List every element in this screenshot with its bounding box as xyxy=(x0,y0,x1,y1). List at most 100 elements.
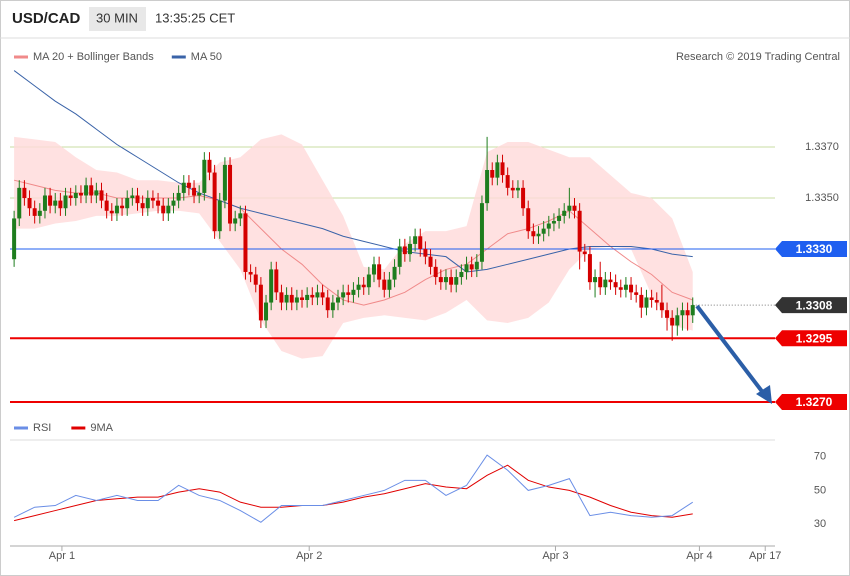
candle-body xyxy=(202,159,207,193)
candle-body xyxy=(336,297,341,303)
legend-label: RSI xyxy=(33,422,51,434)
candle-body xyxy=(346,292,351,295)
candle-body xyxy=(294,297,299,303)
level-label: 1.3270 xyxy=(796,395,833,409)
candle-body xyxy=(623,284,628,290)
candle-body xyxy=(305,294,310,300)
candle-body xyxy=(125,198,130,209)
candle-body xyxy=(407,243,412,255)
candle-body xyxy=(690,305,695,316)
candle-body xyxy=(500,162,505,176)
candle-body xyxy=(341,292,346,298)
candle-body xyxy=(587,254,592,283)
x-tick-label: Apr 17 xyxy=(749,550,781,562)
candle-body xyxy=(582,251,587,255)
candle-body xyxy=(459,271,464,278)
candle-body xyxy=(428,256,433,267)
candle-body xyxy=(454,277,459,285)
rsi-tick-label: 30 xyxy=(814,518,826,530)
candle-body xyxy=(469,264,474,270)
candle-body xyxy=(649,297,654,300)
candle-body xyxy=(135,195,140,204)
candle-body xyxy=(42,195,47,211)
candle-body xyxy=(567,205,572,211)
candle-body xyxy=(521,187,526,209)
y-tick-label: 1.3370 xyxy=(805,141,839,153)
level-label: 1.3295 xyxy=(796,331,833,345)
forecast-arrowhead xyxy=(756,385,772,404)
candle-body xyxy=(629,284,634,293)
candle-body xyxy=(613,282,618,288)
candle-body xyxy=(161,205,166,214)
candle-body xyxy=(32,208,37,216)
candle-body xyxy=(53,200,58,206)
attribution: Research © 2019 Trading Central xyxy=(676,51,840,63)
candle-body xyxy=(17,187,22,219)
candle-body xyxy=(526,208,531,232)
candle-body xyxy=(320,292,325,298)
candle-body xyxy=(315,292,320,298)
candle-body xyxy=(228,164,233,224)
candle-body xyxy=(156,200,161,206)
candle-body xyxy=(145,198,150,209)
candle-body xyxy=(78,192,83,196)
timeframe: 30 MIN xyxy=(96,10,138,25)
candle-body xyxy=(217,200,222,232)
candle-body xyxy=(186,182,191,188)
candle-body xyxy=(264,302,269,321)
candle-body xyxy=(114,205,119,214)
y-tick-label: 1.3350 xyxy=(805,192,839,204)
candle-body xyxy=(248,271,253,275)
candle-body xyxy=(593,277,598,283)
timeframe-box xyxy=(89,7,146,31)
candle-body xyxy=(253,274,258,285)
candle-body xyxy=(654,300,659,303)
level-label: 1.3330 xyxy=(796,242,833,256)
rsi-tick-label: 70 xyxy=(814,451,826,463)
candle-body xyxy=(120,205,125,209)
candle-body xyxy=(608,279,613,283)
x-tick-label: Apr 1 xyxy=(49,550,75,562)
candle-body xyxy=(68,195,73,199)
candle-body xyxy=(258,284,263,321)
candle-body xyxy=(171,200,176,206)
candle-body xyxy=(433,266,438,278)
candle-body xyxy=(197,192,202,196)
rsi-tick-label: 50 xyxy=(814,484,826,496)
candle-body xyxy=(382,279,387,290)
candle-body xyxy=(603,279,608,288)
level-tag xyxy=(775,241,847,258)
candle-body xyxy=(634,292,639,295)
legend-label: MA 50 xyxy=(191,51,222,63)
candle-body xyxy=(222,164,227,201)
candle-body xyxy=(150,198,155,201)
candle-body xyxy=(207,159,212,173)
candle-body xyxy=(48,195,53,206)
legend-label: 9MA xyxy=(90,422,113,434)
level-tag xyxy=(775,393,847,410)
candle-body xyxy=(330,302,335,311)
candle-body xyxy=(598,277,603,288)
candle-body xyxy=(233,218,238,224)
candle-body xyxy=(140,203,145,209)
candle-body xyxy=(84,185,89,196)
candle-body xyxy=(515,187,520,191)
level-tag xyxy=(775,297,847,314)
candle-body xyxy=(356,284,361,290)
candle-body xyxy=(109,210,114,214)
candle-body xyxy=(310,294,315,298)
candle-body xyxy=(361,284,366,288)
level-tag xyxy=(775,330,847,347)
candle-body xyxy=(402,246,407,255)
candle-body xyxy=(618,287,623,290)
candle-body xyxy=(269,269,274,303)
candle-body xyxy=(63,195,68,209)
candle-body xyxy=(443,277,448,283)
candle-body xyxy=(680,310,685,316)
candle-body xyxy=(659,302,664,311)
candle-body xyxy=(510,187,515,191)
candle-body xyxy=(89,185,94,196)
candle-body xyxy=(639,294,644,308)
candle-body xyxy=(505,175,510,188)
